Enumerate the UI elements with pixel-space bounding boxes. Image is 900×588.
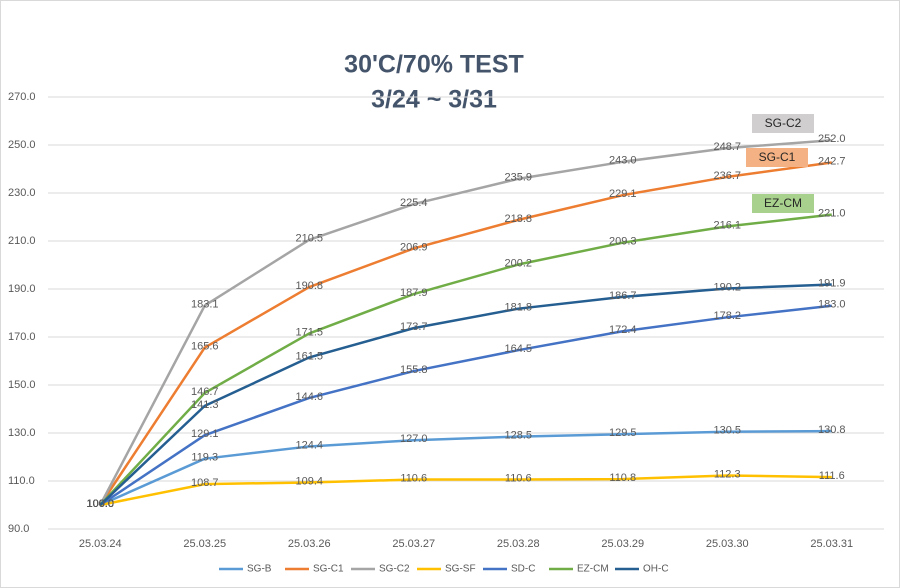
series-line — [99, 213, 832, 506]
data-label: 186.7 — [609, 290, 637, 302]
data-label: 128.5 — [504, 430, 532, 442]
data-label: 243.0 — [609, 155, 637, 167]
legend-label: SG-C1 — [313, 564, 344, 575]
y-tick-label: 270.0 — [8, 91, 36, 103]
data-label: 100.0 — [86, 498, 114, 510]
data-label: 171.5 — [295, 326, 323, 338]
data-label: 190.8 — [295, 280, 323, 292]
x-tick-label: 25.03.31 — [810, 538, 853, 550]
data-label: 146.7 — [191, 386, 219, 398]
data-label: 248.7 — [713, 141, 741, 153]
data-label: 110.6 — [400, 472, 427, 484]
data-label: 130.8 — [818, 424, 846, 436]
legend-label: OH-C — [643, 564, 669, 575]
annotation-box — [752, 194, 814, 213]
data-label: 236.7 — [713, 170, 741, 182]
data-label: 229.1 — [609, 188, 637, 200]
y-tick-label: 110.0 — [8, 475, 35, 487]
legend-label: SD-C — [511, 564, 535, 575]
data-label: 210.5 — [295, 233, 323, 245]
legend-label: SG-SF — [445, 564, 476, 575]
data-label: 112.3 — [714, 468, 741, 480]
annotation-box — [746, 148, 808, 167]
data-label: 235.9 — [504, 172, 532, 184]
x-tick-label: 25.03.25 — [183, 538, 226, 550]
series-line — [99, 429, 832, 507]
data-label: 155.8 — [400, 364, 428, 376]
annotation-text: EZ-CM — [764, 196, 802, 210]
x-tick-label: 25.03.26 — [288, 538, 331, 550]
series-line — [100, 474, 832, 507]
data-label: 191.9 — [818, 277, 846, 289]
data-label: 100.0 — [86, 498, 114, 510]
y-tick-label: 150.0 — [8, 379, 36, 391]
data-label: 200.2 — [504, 257, 532, 269]
x-tick-label: 25.03.28 — [497, 538, 540, 550]
legend-label: EZ-CM — [577, 564, 609, 575]
data-label: 242.7 — [818, 155, 846, 167]
series-line — [99, 304, 832, 507]
data-label: 181.8 — [504, 302, 532, 314]
y-tick-label: 170.0 — [8, 331, 36, 343]
data-label: 218.8 — [504, 213, 532, 225]
data-label: 172.4 — [609, 324, 637, 336]
data-label: 111.6 — [819, 470, 845, 482]
data-label: 130.5 — [713, 425, 741, 437]
series-line — [99, 138, 832, 506]
data-label: 100.0 — [86, 498, 114, 510]
x-tick-label: 25.03.30 — [706, 538, 749, 550]
data-label: 165.6 — [191, 340, 219, 352]
data-label: 108.7 — [191, 477, 219, 489]
data-label: 178.2 — [713, 310, 741, 322]
data-label: 161.5 — [295, 350, 323, 362]
annotation-text: SG-C2 — [765, 116, 802, 130]
data-label: 216.1 — [713, 219, 741, 231]
y-tick-label: 230.0 — [8, 187, 36, 199]
data-label: 183.1 — [191, 298, 219, 310]
data-label: 100.0 — [86, 498, 114, 510]
data-label: 124.4 — [295, 439, 323, 451]
data-label: 100.0 — [86, 498, 114, 510]
y-tick-label: 130.0 — [8, 427, 36, 439]
y-tick-label: 90.0 — [8, 523, 29, 535]
data-label: 141.3 — [191, 399, 219, 411]
annotation-text: SG-C1 — [759, 150, 796, 164]
annotation-box — [752, 114, 814, 133]
series-line — [99, 161, 832, 506]
data-label: 129.5 — [609, 427, 637, 439]
data-label: 187.9 — [400, 287, 428, 299]
chart-title: 30'C/70% TEST — [344, 51, 524, 79]
data-label: 225.4 — [400, 197, 428, 209]
data-label: 209.3 — [609, 236, 637, 248]
y-tick-label: 190.0 — [8, 283, 36, 295]
data-label: 100.0 — [86, 498, 114, 510]
data-label: 183.0 — [818, 299, 846, 311]
data-label: 221.0 — [818, 208, 846, 220]
legend-label: SG-B — [247, 564, 272, 575]
data-label: 109.4 — [295, 475, 323, 487]
data-label: 119.3 — [191, 452, 218, 464]
x-tick-label: 25.03.27 — [392, 538, 435, 550]
data-label: 190.2 — [713, 281, 741, 293]
legend-label: SG-C2 — [379, 564, 410, 575]
data-label: 164.5 — [504, 343, 532, 355]
y-tick-label: 250.0 — [8, 139, 36, 151]
data-label: 110.8 — [609, 472, 636, 484]
data-label: 252.0 — [818, 133, 846, 145]
chart-subtitle: 3/24 ~ 3/31 — [371, 86, 497, 114]
data-label: 173.7 — [400, 321, 428, 333]
x-tick-label: 25.03.29 — [601, 538, 644, 550]
series-line — [99, 283, 832, 506]
data-label: 127.0 — [400, 433, 428, 445]
data-label: 110.6 — [505, 472, 532, 484]
data-label: 144.6 — [295, 391, 323, 403]
data-label: 129.1 — [191, 428, 219, 440]
data-label: 206.9 — [400, 241, 428, 253]
data-label: 100.0 — [86, 498, 114, 510]
y-tick-label: 210.0 — [8, 235, 36, 247]
x-tick-label: 25.03.24 — [79, 538, 122, 550]
